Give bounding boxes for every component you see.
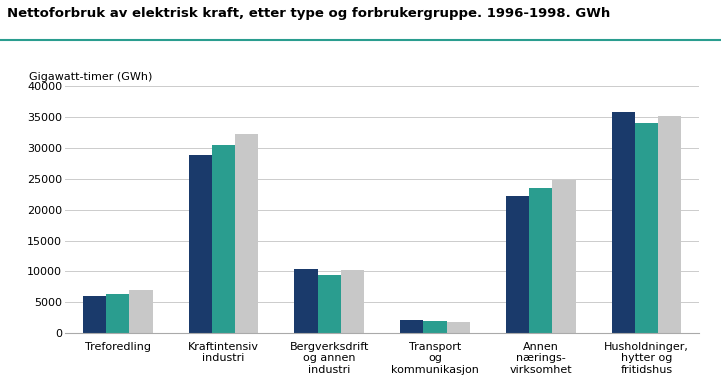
Bar [552,180,575,333]
Text: Nettoforbruk av elektrisk kraft, etter type og forbrukergruppe. 1996-1998. GWh: Nettoforbruk av elektrisk kraft, etter t… [7,7,611,20]
Bar [212,145,235,333]
Bar [106,294,129,333]
Bar [83,296,106,333]
Bar [658,116,681,333]
Bar [506,196,529,333]
Text: Gigawatt-timer (GWh): Gigawatt-timer (GWh) [29,72,152,82]
Bar [318,274,341,333]
Bar [341,270,364,333]
Bar [235,134,258,333]
Bar [189,155,212,333]
Bar [400,320,423,333]
Bar [529,188,552,333]
Bar [611,112,635,333]
Bar [635,123,658,333]
Bar [423,321,446,333]
Bar [446,322,470,333]
Bar [294,269,318,333]
Bar [129,290,153,333]
